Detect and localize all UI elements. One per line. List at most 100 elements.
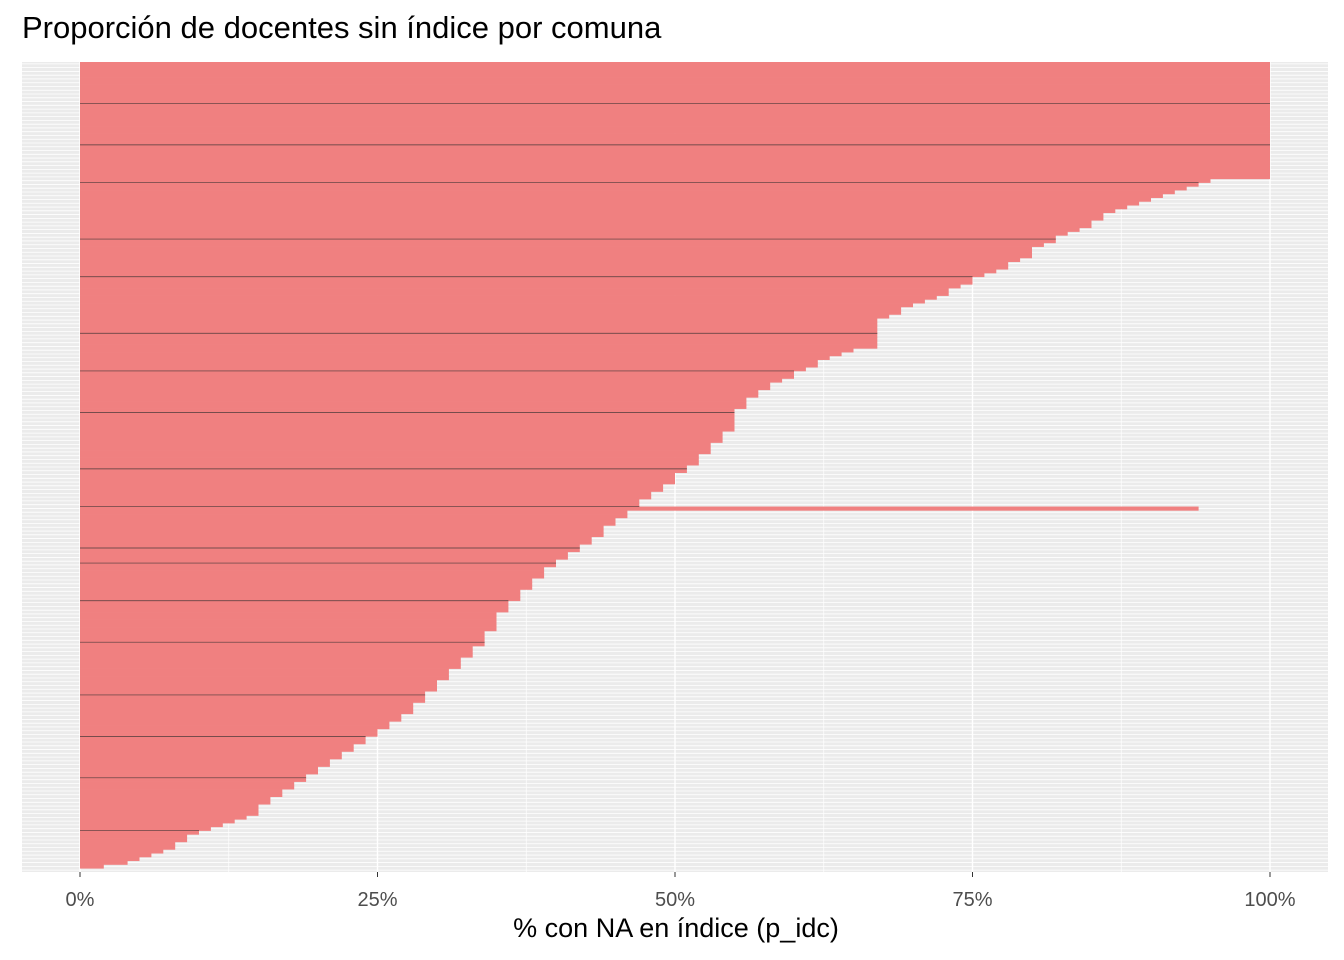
bar <box>80 197 1151 202</box>
bar <box>80 713 402 718</box>
bar <box>80 525 604 530</box>
bar <box>80 604 509 609</box>
chart-title: Proporción de docentes sin índice por co… <box>22 10 662 45</box>
bar <box>80 412 735 417</box>
bar <box>80 645 473 651</box>
bar <box>80 114 1270 119</box>
bar <box>80 446 711 451</box>
bar <box>80 261 1009 266</box>
bar <box>80 175 1270 180</box>
bar <box>80 190 1175 195</box>
bar <box>80 88 1270 93</box>
bar <box>80 220 1092 225</box>
bar <box>80 834 188 839</box>
bar <box>80 521 616 526</box>
bar <box>80 95 1270 101</box>
bar <box>80 171 1270 176</box>
x-tick-label: 75% <box>952 889 992 911</box>
bar <box>80 717 402 722</box>
bar <box>80 483 664 489</box>
bar <box>80 288 949 293</box>
bar <box>80 694 426 700</box>
bar <box>80 69 1270 74</box>
bar <box>80 401 747 406</box>
bar <box>80 517 616 522</box>
bar <box>80 540 592 545</box>
bar <box>80 461 699 466</box>
bar <box>80 679 437 684</box>
bar <box>80 796 271 801</box>
bar <box>80 352 842 357</box>
bar <box>80 427 735 432</box>
bar <box>80 167 1270 172</box>
bar <box>80 276 973 281</box>
bar <box>80 551 568 556</box>
bar <box>80 532 604 538</box>
bar <box>80 845 176 850</box>
bar <box>80 856 140 862</box>
bar <box>80 129 1270 134</box>
bar <box>80 122 1270 127</box>
bar <box>80 627 497 632</box>
bar <box>80 853 152 858</box>
bar <box>80 766 318 771</box>
bar <box>80 555 568 560</box>
bar <box>80 566 545 571</box>
bar <box>80 792 283 798</box>
bar <box>80 340 878 345</box>
bar <box>80 661 461 666</box>
bar <box>80 235 1056 240</box>
bar <box>80 80 1270 85</box>
bar <box>80 227 1080 232</box>
bar <box>80 570 545 575</box>
bar <box>80 242 1044 247</box>
bar <box>80 363 818 368</box>
bar <box>80 668 449 673</box>
bar <box>80 272 985 278</box>
bar <box>80 615 497 620</box>
bar <box>80 781 295 786</box>
bar <box>80 491 652 496</box>
bar <box>80 416 735 421</box>
bar <box>80 434 723 440</box>
bar <box>80 156 1270 161</box>
x-tick-label: 50% <box>655 889 695 911</box>
bar <box>80 103 1270 108</box>
bar <box>80 99 1270 104</box>
bar <box>80 672 449 677</box>
bar <box>80 133 1270 138</box>
x-tick-label: 25% <box>357 889 397 911</box>
bar <box>80 578 533 583</box>
bar <box>80 510 628 515</box>
bar <box>80 269 997 274</box>
bar <box>80 118 1270 123</box>
x-tick-label: 0% <box>66 889 95 911</box>
bar <box>80 529 604 534</box>
bar <box>80 811 259 816</box>
bar <box>80 864 104 869</box>
bar <box>80 608 509 613</box>
bar <box>80 212 1104 217</box>
bar <box>80 600 509 605</box>
bar <box>80 137 1270 142</box>
bar <box>80 593 521 598</box>
bar <box>80 789 283 794</box>
bar <box>80 246 1032 251</box>
bar <box>80 208 1116 214</box>
bar <box>80 77 1270 82</box>
bar <box>80 849 164 854</box>
bar <box>80 389 759 394</box>
bar <box>80 107 1270 112</box>
bar <box>80 725 390 730</box>
bar <box>80 404 747 409</box>
bar <box>80 205 1128 210</box>
bar <box>80 683 437 688</box>
bar <box>80 596 521 602</box>
bar <box>80 480 675 485</box>
bar <box>80 548 580 553</box>
bars-layer <box>80 62 1270 869</box>
bar <box>80 691 426 696</box>
bar <box>80 393 759 398</box>
bar <box>80 755 342 760</box>
bar <box>80 830 199 835</box>
